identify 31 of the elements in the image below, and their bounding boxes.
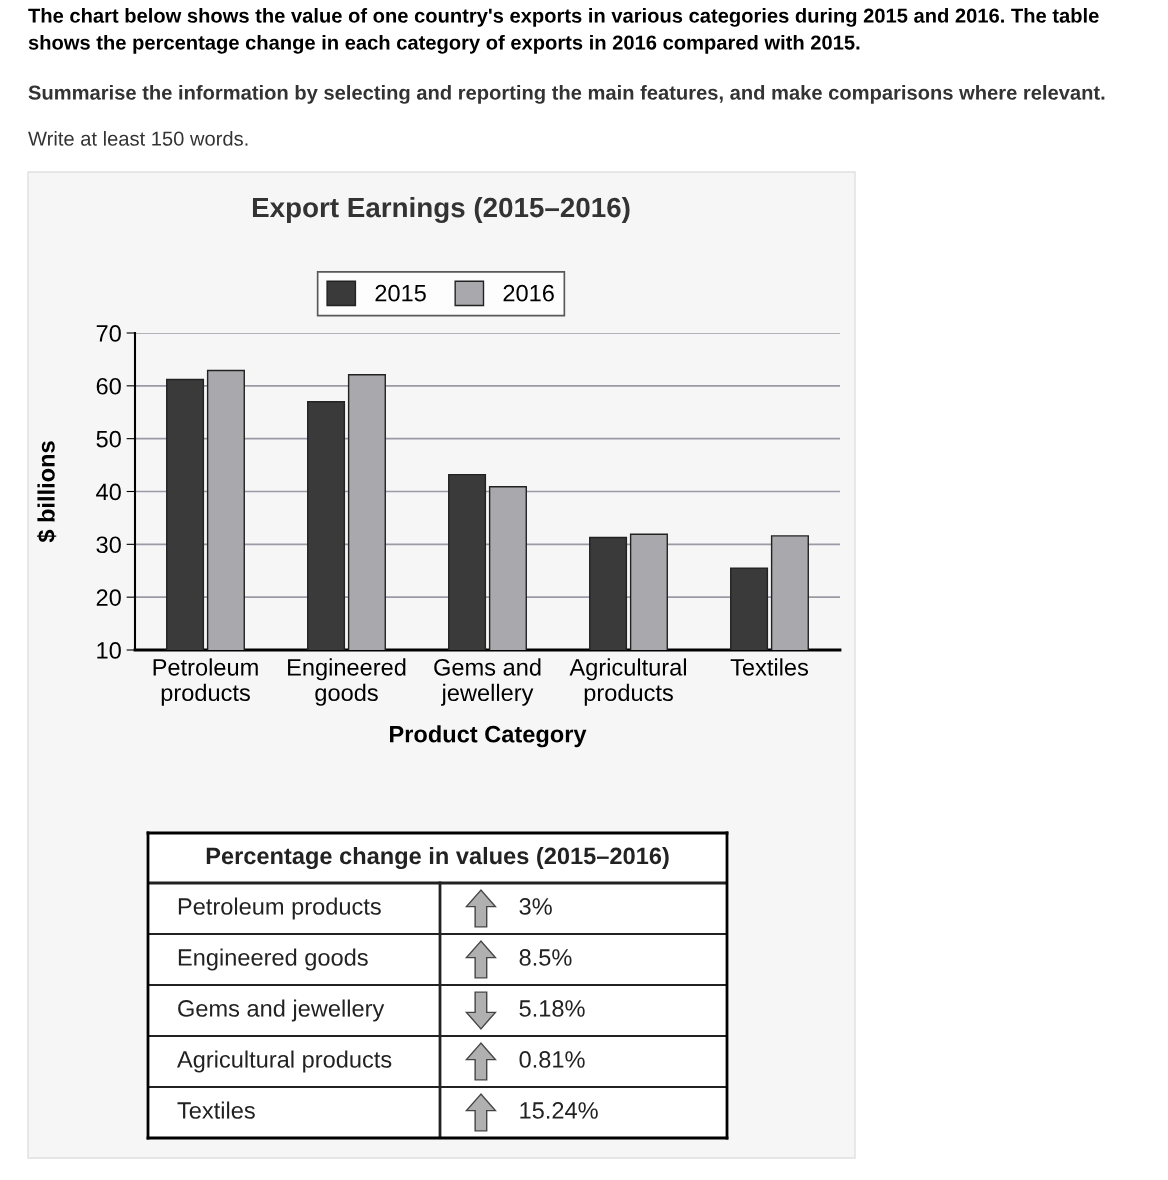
legend-label: 2015 [375,284,426,302]
text: Engineered goods [178,948,368,971]
y-axis-title: $ billions [37,441,57,543]
text: 5.18% [519,1000,585,1017]
text: Textiles [177,1101,255,1119]
x-tick-label: Engineered goods [288,658,406,706]
text: Write at least 150 words. [28,131,248,146]
y-tick-label: 70 [96,325,121,342]
text: Summarise the information by selecting and reporting the main features, and make comparisons where relevant. [28,85,1105,104]
text: Agricultural products [177,1050,392,1073]
y-tick-label: 60 [96,377,121,395]
y-tick-label: 30 [96,536,121,554]
text: Percentage change in values (2015–2016) [206,846,669,870]
y-tick-label: 40 [96,483,121,501]
x-tick-label: Textiles [730,658,809,676]
text: The chart below shows the value of one country's exports in various categories during 2015 and 2016. The table shows the percentage change in each category of exports in 2016 compared with 2015. [28,8,1099,54]
text: Gems and jewellery [178,999,385,1022]
text: Petroleum products [178,897,381,920]
text: 0.81% [519,1051,585,1068]
y-tick-label: 50 [96,430,121,448]
text: 8.5% [519,949,572,966]
y-tick-label: 20 [96,589,121,606]
x-tick-label: Petroleum products [153,658,258,706]
x-tick-label: Gems and jewellery [434,658,541,706]
y-tick-label: 10 [97,642,121,659]
text: 15.24% [520,1102,598,1119]
x-tick-label: Agricultural products [569,658,686,706]
text: 3% [519,898,552,915]
x-axis-title: Product Category [390,725,587,748]
chart-title: Export Earnings (2015–2016) [252,196,630,224]
legend-label: 2016 [503,284,554,302]
